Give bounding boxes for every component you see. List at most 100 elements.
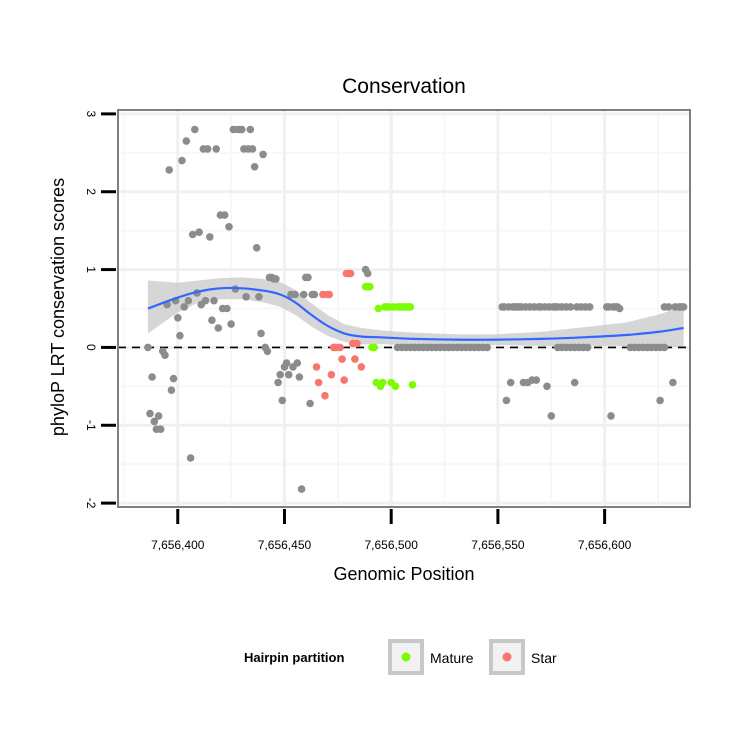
data-point-other	[615, 304, 624, 313]
data-point-other	[291, 290, 299, 299]
data-point-other	[583, 343, 592, 352]
data-point-other	[255, 293, 263, 301]
data-point-other	[257, 329, 265, 338]
data-point-other	[547, 412, 556, 420]
data-point-other	[310, 290, 319, 299]
data-point-other	[220, 211, 229, 219]
data-point-other	[201, 296, 210, 305]
data-point-other	[502, 396, 511, 405]
data-point-other	[180, 303, 188, 311]
y-tick-label: 3	[84, 111, 98, 118]
data-point-other	[165, 166, 173, 174]
y-axis: -2 -1 0 1 2 3	[84, 111, 116, 509]
smooth-line-layer	[147, 286, 684, 341]
data-point-star	[336, 343, 344, 352]
data-point-other	[543, 382, 551, 391]
data-point-star	[340, 376, 349, 384]
x-axis: 7,656,400 7,656,450 7,656,500 7,656,550 7,65…	[151, 509, 632, 552]
data-point-mature	[378, 378, 387, 387]
data-point-other	[278, 396, 287, 405]
data-point-star	[351, 355, 359, 363]
data-point-other	[297, 485, 306, 493]
data-point-other	[363, 269, 372, 278]
data-point-other	[242, 293, 250, 301]
data-point-other	[274, 378, 282, 387]
data-point-other	[206, 233, 214, 241]
data-point-other	[167, 386, 176, 395]
data-point-other	[259, 150, 267, 159]
data-point-other	[248, 145, 257, 153]
data-point-other	[212, 145, 220, 153]
data-point-mature	[366, 282, 374, 291]
data-point-other	[250, 163, 259, 171]
data-point-other	[195, 228, 203, 236]
data-point-other	[263, 347, 272, 356]
y-tick-label: 2	[84, 188, 98, 195]
x-tick-label: 7,656,450	[258, 538, 312, 552]
data-point-other	[148, 373, 156, 381]
data-point-other	[225, 223, 233, 231]
data-point-other	[144, 343, 152, 352]
data-point-other	[169, 374, 178, 383]
data-point-other	[210, 296, 218, 305]
data-point-other	[252, 244, 261, 252]
data-point-other	[299, 290, 308, 299]
legend: Hairpin partition Mature Star	[244, 639, 557, 675]
data-point-other	[664, 303, 673, 311]
data-point-other	[178, 156, 186, 165]
chart-title: Conservation	[342, 75, 466, 98]
legend-title: Hairpin partition	[244, 650, 344, 665]
data-point-other	[276, 370, 285, 379]
data-point-other	[282, 359, 291, 367]
data-point-other	[150, 417, 159, 426]
legend-label-star: Star	[531, 650, 557, 666]
smooth-line	[147, 286, 684, 341]
data-point-other	[669, 378, 677, 387]
data-point-mature	[408, 381, 417, 389]
data-point-other	[293, 359, 302, 367]
data-point-other	[532, 376, 541, 384]
data-point-other	[656, 396, 664, 405]
data-point-other	[272, 275, 280, 283]
data-point-other	[154, 412, 163, 420]
data-point-mature	[406, 303, 415, 311]
plot-panel	[117, 109, 691, 508]
data-point-other	[295, 373, 304, 381]
data-point-mature	[374, 304, 383, 313]
y-tick-label: 1	[84, 266, 98, 273]
data-point-other	[203, 145, 212, 153]
data-point-mature	[391, 382, 400, 391]
legend-key-mature	[388, 639, 424, 675]
data-point-star	[314, 378, 323, 387]
data-point-other	[506, 378, 515, 387]
data-point-other	[570, 378, 579, 387]
points-layer	[144, 125, 688, 493]
data-point-other	[483, 343, 492, 352]
data-point-other	[660, 343, 669, 352]
data-point-other	[566, 303, 575, 311]
data-point-other	[607, 412, 615, 420]
data-point-star	[325, 290, 334, 299]
data-point-other	[191, 125, 199, 134]
data-point-other	[585, 303, 594, 311]
data-point-star	[353, 339, 361, 348]
legend-mature-point	[401, 652, 411, 662]
data-point-star	[338, 355, 346, 363]
y-axis-label: phyloP LRT conservation scores	[48, 178, 68, 436]
y-tick-label: -1	[84, 420, 98, 431]
x-tick-label: 7,656,500	[364, 538, 418, 552]
data-point-other	[156, 425, 165, 434]
data-point-other	[284, 370, 293, 379]
panel-border	[117, 109, 691, 508]
data-point-other	[304, 273, 312, 282]
legend-label-mature: Mature	[430, 650, 474, 666]
legend-star-point	[502, 652, 512, 662]
data-point-other	[182, 137, 191, 145]
x-tick-label: 7,656,600	[578, 538, 632, 552]
data-point-star	[357, 363, 366, 371]
data-point-other	[214, 324, 223, 332]
data-point-other	[146, 409, 154, 418]
data-point-other	[176, 331, 184, 340]
data-point-other	[227, 320, 235, 328]
data-point-other	[161, 351, 169, 360]
